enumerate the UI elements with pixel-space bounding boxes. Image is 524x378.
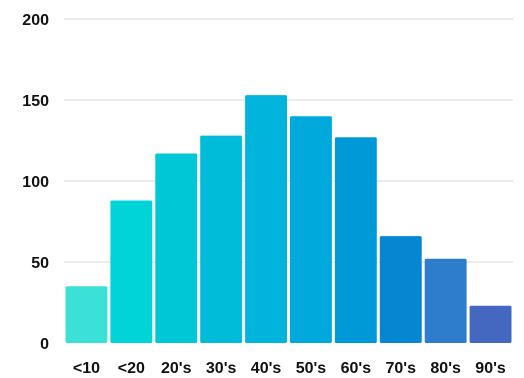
- y-axis-tick-labels: 0 50 100 150 200: [22, 12, 49, 353]
- bar: [379, 236, 422, 343]
- bar: [155, 153, 198, 343]
- x-tick-label: <10: [73, 360, 100, 377]
- bar: [424, 258, 467, 343]
- x-tick-label: 70's: [386, 360, 417, 377]
- x-tick-label: <20: [118, 360, 145, 377]
- bar: [245, 95, 287, 343]
- y-tick-label: 100: [22, 174, 49, 191]
- y-tick-label: 50: [31, 255, 49, 272]
- x-tick-label: 20's: [161, 360, 192, 377]
- bar: [110, 200, 153, 343]
- x-tick-label: 50's: [296, 360, 327, 377]
- bar: [334, 137, 377, 343]
- bar: [469, 305, 512, 343]
- x-tick-label: 40's: [251, 360, 282, 377]
- y-tick-label: 200: [22, 12, 49, 29]
- x-axis-tick-labels: <10 <20 20's 30's 40's 50's 60's 70's 80's 90's: [73, 360, 506, 377]
- x-tick-label: 80's: [430, 360, 461, 377]
- bar: [290, 116, 332, 343]
- y-tick-label: 0: [40, 336, 49, 353]
- x-tick-label: 90's: [475, 360, 506, 377]
- bar: [200, 135, 243, 343]
- bars: [65, 95, 512, 343]
- x-tick-label: 30's: [206, 360, 237, 377]
- y-tick-label: 150: [22, 93, 49, 110]
- x-tick-label: 60's: [341, 360, 372, 377]
- bar: [65, 286, 108, 343]
